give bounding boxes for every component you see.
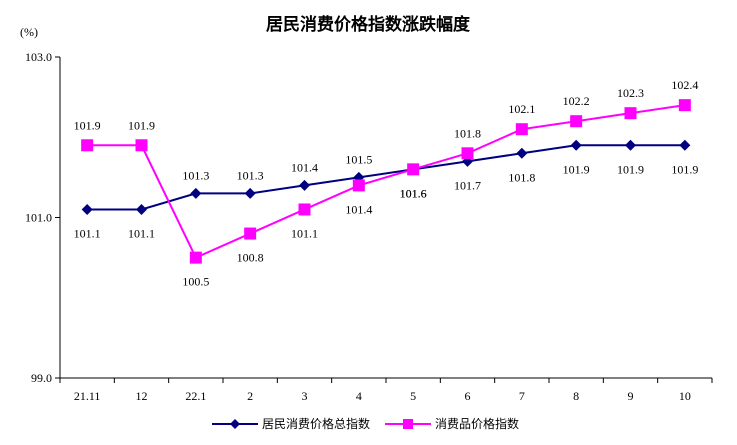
data-point xyxy=(190,187,202,199)
data-label: 101.3 xyxy=(182,168,209,182)
x-tick-label: 9 xyxy=(628,389,634,403)
data-label: 101.4 xyxy=(291,160,318,174)
data-point xyxy=(299,179,310,191)
axes: 99.0 101.0 103.0 21.11 12 22.1 2 3 4 5 6 7 8 9 10 xyxy=(25,50,713,403)
data-label: 101.1 xyxy=(128,226,155,240)
data-point xyxy=(81,139,94,152)
data-point xyxy=(352,179,365,192)
x-tick-label: 7 xyxy=(519,389,525,403)
data-label: 101.7 xyxy=(454,178,481,192)
data-point xyxy=(244,227,257,240)
data-point xyxy=(461,147,474,160)
legend-label-1: 消费品价格指数 xyxy=(435,416,519,431)
data-point xyxy=(515,123,528,136)
data-point xyxy=(624,107,637,120)
y-tick-label: 101.0 xyxy=(25,211,52,225)
x-tick-label: 12 xyxy=(136,389,148,403)
chart-title: 居民消费价格指数涨跌幅度 xyxy=(266,14,471,35)
data-label: 102.2 xyxy=(563,94,590,108)
data-label: 101.9 xyxy=(671,162,698,176)
data-point xyxy=(135,139,148,152)
data-label: 101.4 xyxy=(345,202,372,216)
data-point xyxy=(189,251,202,264)
data-label: 101.1 xyxy=(74,226,101,240)
y-tick-label: 99.0 xyxy=(31,371,52,385)
data-label: 100.8 xyxy=(237,251,264,265)
data-label: 100.5 xyxy=(182,275,209,289)
data-point xyxy=(298,203,311,216)
x-tick-label: 8 xyxy=(573,389,579,403)
data-point xyxy=(570,115,583,128)
data-label: 102.3 xyxy=(617,86,644,100)
series-lines xyxy=(87,104,685,259)
data-point xyxy=(407,163,420,176)
data-label: 101.8 xyxy=(508,170,535,184)
data-labels: 101.1 101.1 101.3 101.3 101.4 101.5 101.6 101.7… xyxy=(74,78,699,288)
data-label: 101.9 xyxy=(128,118,155,132)
legend: 居民消费价格总指数 消费品价格指数 xyxy=(212,416,519,431)
y-axis-unit: (%) xyxy=(20,25,38,39)
data-point xyxy=(244,187,256,199)
data-label: 101.6 xyxy=(400,186,427,200)
x-tick-label: 6 xyxy=(465,389,471,403)
y-tick-label: 103.0 xyxy=(25,50,52,64)
data-point xyxy=(570,139,582,151)
data-label: 101.5 xyxy=(345,152,372,166)
data-label: 101.1 xyxy=(291,226,318,240)
x-tick-label: 2 xyxy=(247,389,253,403)
x-tick-label: 5 xyxy=(410,389,416,403)
data-label: 102.1 xyxy=(508,102,535,116)
data-point xyxy=(516,147,528,159)
legend-marker-diamond xyxy=(230,419,240,429)
x-tick-label: 21.11 xyxy=(74,389,101,403)
data-label: 101.6 xyxy=(400,186,427,200)
data-label: 101.3 xyxy=(237,168,264,182)
data-label: 101.9 xyxy=(74,118,101,132)
series-line-1 xyxy=(87,104,685,259)
x-tick-label: 10 xyxy=(679,389,691,403)
data-point xyxy=(678,99,691,112)
series-line-0 xyxy=(87,144,685,211)
data-label: 101.9 xyxy=(563,162,590,176)
x-tick-label: 22.1 xyxy=(185,389,206,403)
data-label: 101.9 xyxy=(617,162,644,176)
data-label: 102.4 xyxy=(671,78,698,92)
data-point xyxy=(81,203,93,215)
series-markers xyxy=(81,99,691,264)
legend-marker-square xyxy=(403,419,413,429)
data-point xyxy=(625,139,636,151)
data-point xyxy=(679,139,691,151)
x-tick-label: 3 xyxy=(302,389,308,403)
x-tick-label: 4 xyxy=(356,389,362,403)
data-label: 101.8 xyxy=(454,126,481,140)
legend-label-0: 居民消费价格总指数 xyxy=(262,416,370,431)
data-point xyxy=(136,203,147,215)
